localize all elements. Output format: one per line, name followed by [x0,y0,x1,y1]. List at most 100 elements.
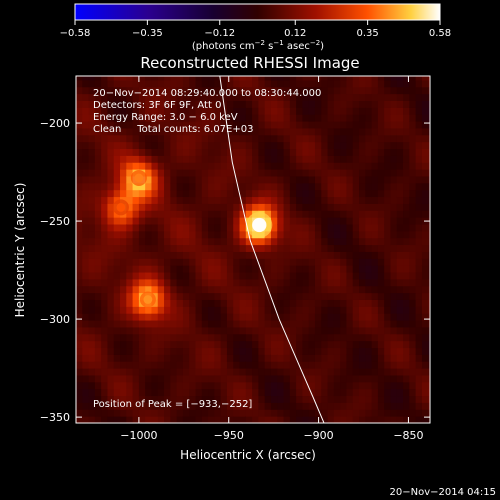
heatmap-cell [145,347,152,355]
heatmap-cell [296,182,303,191]
heatmap-cell [132,388,140,397]
heatmap-cell [415,182,423,191]
heatmap-cell [302,107,310,115]
heatmap-cell [283,340,291,349]
heatmap-cell [415,93,423,101]
heatmap-cell [359,374,366,383]
heatmap-cell [239,251,247,259]
heatmap-cell [396,224,404,232]
heatmap-cell [76,258,83,266]
heatmap-cell [94,127,102,136]
heatmap-cell [170,361,178,369]
heatmap-cell [170,127,178,136]
heatmap-cell [94,230,102,239]
heatmap-cell [107,313,115,321]
heatmap-cell [403,76,410,81]
heatmap-cell [76,224,83,232]
heatmap-cell [233,148,241,156]
heatmap-cell [371,272,379,280]
heatmap-cell [145,340,152,349]
heatmap-cell [270,326,278,335]
heatmap-cell [208,182,215,191]
heatmap-cell [390,182,398,191]
heatmap-cell [252,79,259,88]
heatmap-cell [390,354,398,362]
heatmap-cell [195,368,203,376]
heatmap-cell [371,107,379,115]
heatmap-cell [94,79,102,88]
heatmap-cell [302,395,310,403]
heatmap-cell [76,189,83,198]
heatmap-cell [101,285,108,294]
heatmap-cell [94,285,102,294]
heatmap-cell [182,189,190,198]
heatmap-cell [409,320,417,328]
heatmap-cell [94,388,102,397]
heatmap-cell [270,210,278,218]
heatmap-cell [226,320,234,328]
heatmap-cell [182,395,190,403]
heatmap-cell [138,409,146,417]
heatmap-cell [113,175,121,184]
heatmap-cell [302,292,310,300]
heatmap-cell [371,244,379,252]
heatmap-cell [182,182,190,191]
heatmap-cell [270,265,278,273]
heatmap-cell [264,251,272,259]
heatmap-cell [208,230,215,239]
heatmap-cell [377,285,385,294]
heatmap-cell [94,141,102,150]
heatmap-cell [415,265,423,273]
heatmap-cell [201,210,209,218]
heatmap-cell [252,272,259,280]
heatmap-cell [214,402,222,410]
heatmap-cell [346,285,354,294]
heatmap-cell [384,272,391,280]
heatmap-cell [296,175,303,184]
heatmap-cell [170,278,178,287]
heatmap-cell [170,272,178,280]
heatmap-cell [296,76,303,81]
heatmap-cell [176,127,184,136]
heatmap-cell [321,76,329,81]
heatmap-cell [94,169,102,177]
heatmap-cell [384,388,391,397]
heatmap-cell [289,210,297,218]
heatmap-cell [182,210,190,218]
heatmap-cell [371,237,379,246]
heatmap-cell [151,374,159,383]
heatmap-cell [409,402,417,410]
heatmap-cell [302,299,310,307]
heatmap-cell [182,388,190,397]
heatmap-cell [245,203,253,211]
heatmap-cell [245,313,253,321]
heatmap-cell [252,313,259,321]
heatmap-cell [126,224,134,232]
heatmap-cell [195,306,203,314]
heatmap-cell [270,381,278,390]
heatmap-cell [76,148,83,156]
heatmap-cell [107,203,115,211]
heatmap-cell [189,278,196,287]
heatmap-cell [138,237,146,246]
heatmap-cell [359,141,366,150]
heatmap-cell [120,121,127,129]
heatmap-cell [208,368,215,376]
heatmap-cell [270,388,278,397]
heatmap-cell [428,224,430,232]
heatmap-cell [352,416,360,423]
heatmap-cell [101,203,108,211]
heatmap-cell [107,272,115,280]
heatmap-cell [365,244,373,252]
heatmap-cell [214,395,222,403]
heatmap-cell [233,76,241,81]
heatmap-cell [157,148,165,156]
heatmap-cell [113,258,121,266]
heatmap-cell [384,313,391,321]
heatmap-cell [120,189,127,198]
heatmap-cell [201,272,209,280]
heatmap-cell [264,210,272,218]
heatmap-cell [214,265,222,273]
heatmap-cell [208,258,215,266]
heatmap-cell [82,148,90,156]
